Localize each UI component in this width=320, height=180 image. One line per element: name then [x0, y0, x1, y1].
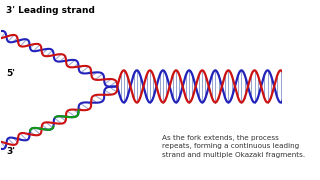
Text: 3': 3' — [6, 147, 15, 156]
Text: As the fork extends, the process
repeats, forming a continuous leading
strand an: As the fork extends, the process repeats… — [162, 135, 305, 158]
Text: 5': 5' — [6, 69, 15, 78]
Text: 3' Leading strand: 3' Leading strand — [6, 6, 95, 15]
